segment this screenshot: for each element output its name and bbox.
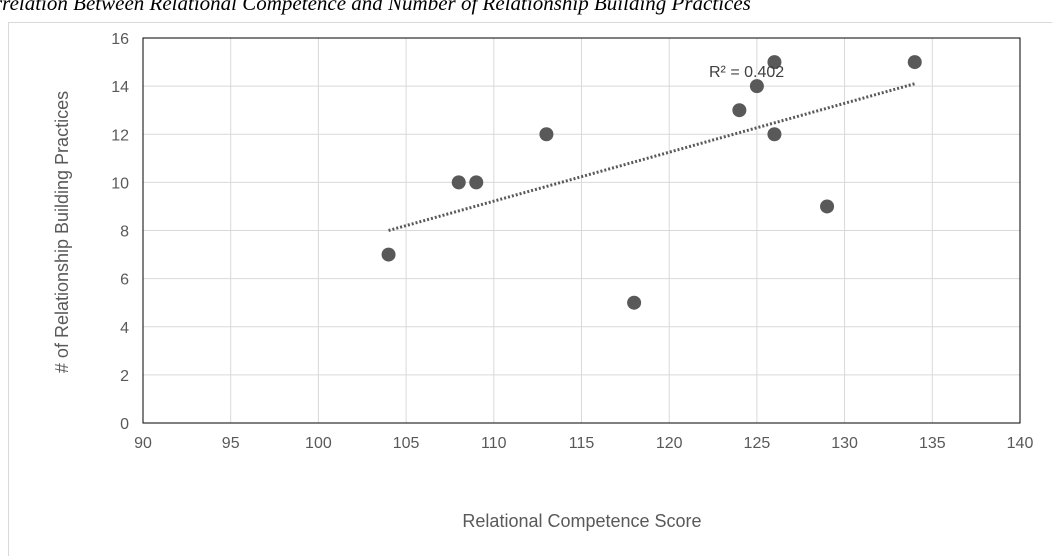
x-tick-label-105: 105 — [393, 435, 420, 452]
grid-lines — [142, 37, 1021, 424]
y-tick-label-4: 4 — [120, 320, 129, 337]
x-tick-label-120: 120 — [656, 435, 683, 452]
data-point-11 — [907, 55, 922, 70]
data-point-3 — [469, 175, 484, 190]
data-point-5 — [627, 295, 642, 310]
x-tick-label-90: 90 — [134, 435, 152, 452]
chart-frame-top-border — [8, 22, 1052, 23]
y-tick-label-10: 10 — [111, 175, 129, 192]
x-tick-label-140: 140 — [1007, 435, 1034, 452]
trendline-r2-label: R² = 0.402 — [709, 64, 784, 81]
y-tick-label-16: 16 — [111, 31, 129, 48]
x-tick-label-125: 125 — [744, 435, 771, 452]
trendline-group — [388, 82, 916, 232]
tick-labels: 0 2 4 6 8 10 12 14 16 90 95 100 105 110 115 120 125 130 13… — [111, 31, 1033, 452]
data-point-9 — [767, 127, 782, 142]
y-tick-label-0: 0 — [120, 416, 129, 433]
x-tick-label-100: 100 — [305, 435, 332, 452]
y-tick-label-8: 8 — [120, 224, 129, 241]
data-point-7 — [749, 79, 764, 94]
y-axis-title: # of Relationship Building Practices — [52, 91, 72, 373]
x-tick-label-95: 95 — [222, 435, 240, 452]
data-point-2 — [451, 175, 466, 190]
y-tick-label-14: 14 — [111, 79, 129, 96]
data-point-1 — [381, 247, 396, 262]
chart-frame-left-border — [8, 22, 9, 556]
data-point-8 — [767, 55, 782, 70]
data-point-10 — [820, 199, 835, 214]
x-axis-title: Relational Competence Score — [462, 511, 701, 531]
y-tick-label-6: 6 — [120, 272, 129, 289]
chart-title: rrelation Between Relational Competence … — [0, 0, 751, 15]
x-tick-label-115: 115 — [569, 435, 595, 452]
y-tick-label-12: 12 — [111, 127, 129, 144]
plot-area-border — [142, 37, 1021, 424]
data-point-4 — [539, 127, 554, 142]
data-point-6 — [732, 103, 747, 118]
data-points — [381, 55, 922, 310]
x-tick-label-135: 135 — [919, 435, 946, 452]
x-tick-label-130: 130 — [831, 435, 858, 452]
y-tick-label-2: 2 — [120, 368, 129, 385]
x-tick-label-110: 110 — [481, 435, 507, 452]
trendline — [388, 82, 916, 232]
